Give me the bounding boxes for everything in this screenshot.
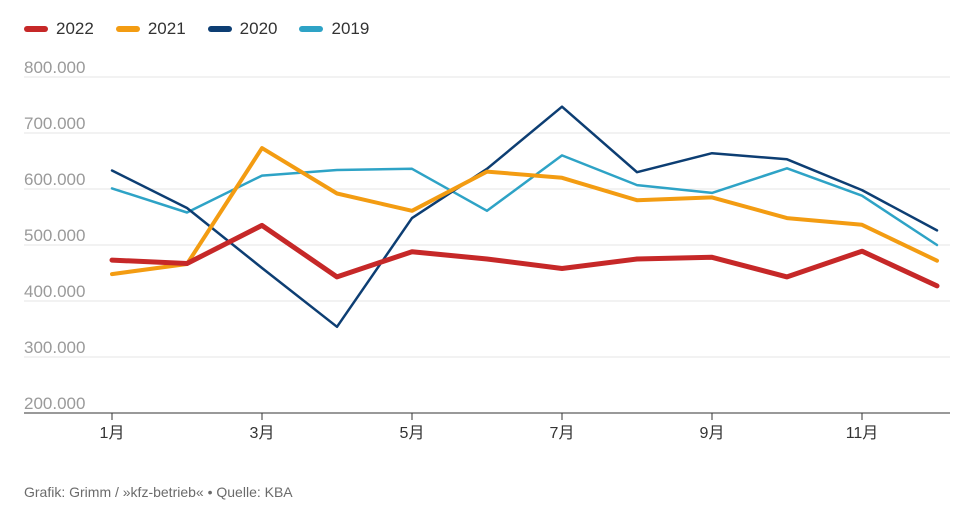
legend-item-2022: 2022 [24, 19, 94, 39]
x-tick-label: 1月 [100, 425, 125, 442]
series-line-2020 [110, 105, 939, 329]
legend-label: 2022 [56, 19, 94, 38]
y-tick-label: 800.000 [24, 58, 85, 77]
legend-label: 2019 [331, 19, 370, 38]
legend-item-2020: 2020 [207, 19, 278, 39]
y-tick-label: 400.000 [24, 282, 85, 301]
chart-legend: 2022 2021 2020 2019 [24, 19, 369, 39]
y-tick-label: 700.000 [24, 114, 85, 133]
x-tick-label: 7月 [550, 425, 575, 442]
x-tick-label: 5月 [400, 425, 425, 442]
legend-label: 2021 [147, 19, 186, 38]
y-axis-tick-labels: 800.000 700.000 600.000 500.000 400.000 300.0… [24, 58, 85, 413]
series-line-2019 [110, 154, 939, 247]
legend-item-2021: 2021 [115, 19, 186, 39]
legend-swatch [115, 26, 140, 32]
legend-swatch [24, 26, 48, 32]
y-tick-label: 600.000 [24, 170, 85, 189]
y-tick-label: 300.000 [24, 338, 85, 357]
line-chart: 800.000 700.000 600.000 500.000 400.000 300.0… [24, 58, 950, 442]
source-credit: Grafik: Grimm / »kfz-betrieb« • Quelle: … [24, 484, 293, 500]
legend-item-2019: 2019 [299, 19, 369, 39]
y-tick-label: 500.000 [24, 226, 85, 245]
y-tick-label: 200.000 [24, 394, 85, 413]
legend-swatch [299, 26, 324, 32]
series-lines [109, 105, 940, 329]
series-line-2022 [109, 222, 940, 289]
legend-swatch [207, 26, 232, 32]
x-tick-label: 11月 [846, 425, 879, 442]
grid-lines [24, 76, 950, 358]
legend-label: 2020 [239, 19, 278, 38]
x-axis-tick-labels: 1月 3月 5月 7月 9月 11月 [100, 425, 879, 442]
series-line-2021 [110, 146, 939, 277]
x-tick-label: 3月 [250, 425, 275, 442]
x-axis [24, 412, 950, 420]
x-tick-label: 9月 [700, 425, 725, 442]
